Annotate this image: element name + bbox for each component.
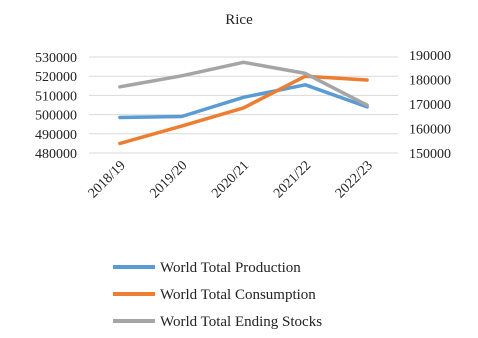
y-axis-right: 150000 160000 170000 180000 190000 (409, 49, 451, 162)
data-point (180, 124, 184, 128)
data-point (365, 78, 369, 82)
chart-title: Rice (225, 12, 253, 28)
legend-label: World Total Consumption (160, 287, 316, 303)
data-point (303, 83, 307, 87)
data-point (118, 115, 122, 119)
y-left-tick-label: 480000 (35, 147, 77, 162)
y-right-tick-label: 180000 (409, 74, 451, 89)
x-tick-label: 2020/21 (209, 158, 252, 201)
y-left-tick-label: 520000 (35, 70, 77, 85)
x-axis: 2018/19 2019/20 2020/21 2021/22 2022/23 (86, 152, 398, 201)
data-point (242, 95, 245, 99)
y-right-tick-label: 170000 (409, 98, 451, 113)
data-point (180, 74, 184, 78)
y-left-tick-label: 500000 (35, 109, 77, 124)
y-right-tick-label: 150000 (409, 147, 451, 162)
data-point (118, 141, 122, 145)
legend-label: World Total Production (160, 260, 301, 276)
x-tick-label: 2022/23 (333, 158, 376, 201)
data-point (118, 85, 122, 89)
data-point (242, 106, 245, 110)
y-right-tick-label: 190000 (409, 49, 451, 64)
series-lines (118, 60, 369, 146)
y-right-tick-label: 160000 (409, 123, 451, 138)
y-left-tick-label: 530000 (35, 51, 77, 66)
y-left-tick-label: 510000 (35, 89, 77, 104)
x-tick-label: 2021/22 (271, 158, 314, 201)
data-point (365, 103, 369, 107)
data-point (180, 115, 184, 119)
legend: World Total Production World Total Consum… (113, 260, 322, 330)
y-left-tick-label: 490000 (35, 128, 77, 143)
y-axis-left: 480000 490000 500000 510000 520000 530000 (35, 51, 77, 162)
x-tick-label: 2019/20 (147, 158, 190, 201)
data-point (242, 60, 245, 64)
data-point (303, 71, 307, 75)
legend-label: World Total Ending Stocks (160, 314, 322, 330)
series-line (118, 83, 369, 120)
x-tick-label: 2018/19 (86, 158, 129, 201)
